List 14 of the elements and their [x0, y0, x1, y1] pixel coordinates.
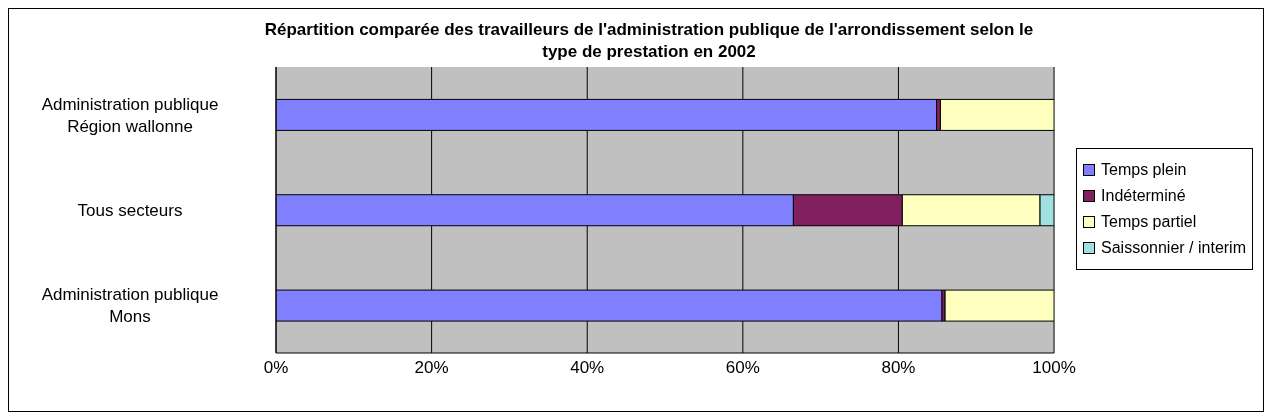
y-tick-label: Administration publique Région wallonne	[41, 94, 219, 136]
x-tick-label: 80%	[881, 358, 916, 378]
x-tick-label: 40%	[570, 358, 605, 378]
y-tick-label: Administration publique Mons	[41, 285, 219, 327]
legend-label: Indéterminé	[1101, 187, 1186, 205]
y-tick-label: Tous secteurs	[77, 200, 183, 220]
legend-label: Saissonnier / interim	[1101, 239, 1246, 257]
x-tick-label: 0%	[263, 358, 289, 378]
legend-label: Temps plein	[1101, 161, 1187, 179]
x-tick-label: 100%	[1032, 358, 1076, 378]
x-tick-label: 20%	[414, 358, 449, 378]
legend-label: Temps partiel	[1101, 213, 1197, 231]
x-tick-label: 60%	[725, 358, 760, 378]
chart-title: Répartition comparée des travailleurs de l'administration publique de l'arrondissement selon le type de prestation en 2002	[263, 19, 1035, 63]
